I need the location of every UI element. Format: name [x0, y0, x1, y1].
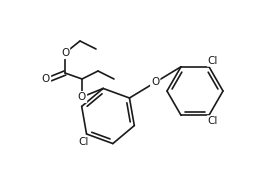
Text: O: O — [61, 48, 69, 58]
Text: O: O — [151, 77, 159, 87]
Text: Cl: Cl — [78, 137, 89, 147]
Text: O: O — [42, 74, 50, 84]
Text: Cl: Cl — [208, 56, 218, 66]
Text: Cl: Cl — [208, 116, 218, 126]
Text: O: O — [78, 92, 86, 102]
